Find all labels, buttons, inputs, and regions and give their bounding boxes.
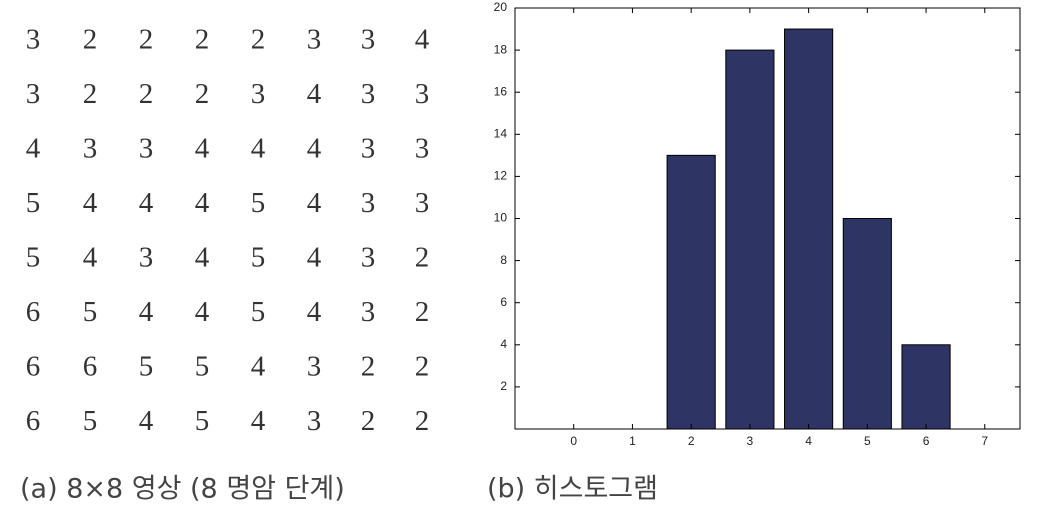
matrix-cell: 4 (195, 242, 210, 274)
matrix-cell: 2 (415, 242, 430, 274)
matrix-cell: 4 (251, 351, 266, 383)
y-tick-label: 6 (500, 295, 507, 309)
matrix-cell: 3 (139, 133, 154, 165)
matrix-cell: 2 (251, 24, 266, 56)
matrix-cell: 5 (195, 351, 210, 383)
matrix-cell: 4 (307, 242, 322, 274)
matrix-cell: 3 (307, 351, 322, 383)
matrix-cell: 6 (83, 351, 98, 383)
matrix-cell: 3 (361, 296, 376, 328)
x-tick-label: 6 (923, 434, 930, 448)
matrix-cell: 5 (139, 351, 154, 383)
matrix-cell: 4 (307, 78, 322, 110)
y-tick-label: 2 (500, 379, 507, 393)
matrix-cell: 3 (307, 405, 322, 437)
x-tick-label: 1 (629, 434, 636, 448)
x-tick-label: 7 (981, 434, 988, 448)
matrix-cell: 2 (361, 405, 376, 437)
matrix-cell: 3 (361, 133, 376, 165)
bar (666, 154, 716, 430)
matrix-cell: 2 (415, 296, 430, 328)
matrix-cell: 4 (307, 296, 322, 328)
matrix-cell: 3 (251, 78, 266, 110)
y-tick-label: 8 (500, 253, 507, 267)
matrix-cell: 3 (361, 187, 376, 219)
bar (725, 49, 775, 430)
matrix-cell: 3 (361, 24, 376, 56)
matrix-cell: 5 (251, 242, 266, 274)
y-tick-label: 10 (494, 211, 508, 225)
x-tick-label: 4 (805, 434, 812, 448)
y-tick-label: 16 (494, 84, 508, 98)
bar (901, 344, 951, 430)
matrix-cell: 4 (83, 242, 98, 274)
matrix-cell: 4 (307, 133, 322, 165)
matrix-cell: 3 (415, 78, 430, 110)
matrix-cell: 5 (26, 242, 41, 274)
y-tick-label: 12 (494, 169, 508, 183)
matrix-caption: (a) 8×8 영상 (8 명암 단계) (20, 474, 345, 505)
y-tick-label: 20 (494, 0, 508, 14)
matrix-cell: 4 (195, 187, 210, 219)
x-tick-label: 3 (747, 434, 754, 448)
matrix-cell: 3 (361, 78, 376, 110)
matrix-cell: 3 (415, 187, 430, 219)
y-tick-label: 18 (494, 42, 508, 56)
matrix-cell: 4 (139, 405, 154, 437)
matrix-cell: 2 (83, 78, 98, 110)
matrix-cell: 5 (83, 296, 98, 328)
matrix-cell: 5 (251, 296, 266, 328)
matrix-cell: 2 (415, 351, 430, 383)
matrix-cell: 4 (139, 187, 154, 219)
matrix-cell: 2 (139, 78, 154, 110)
matrix-cell: 2 (195, 24, 210, 56)
matrix-cell: 6 (26, 296, 41, 328)
matrix-cell: 5 (251, 187, 266, 219)
matrix-cell: 6 (26, 351, 41, 383)
matrix-cell: 3 (415, 133, 430, 165)
matrix-cell: 4 (26, 133, 41, 165)
matrix-cell: 5 (26, 187, 41, 219)
matrix-cell: 6 (26, 405, 41, 437)
matrix-cell: 2 (195, 78, 210, 110)
matrix-cell: 2 (415, 405, 430, 437)
matrix-cell: 3 (83, 133, 98, 165)
matrix-cell: 2 (83, 24, 98, 56)
matrix-cell: 4 (195, 296, 210, 328)
matrix-cell: 2 (361, 351, 376, 383)
x-tick-label: 5 (864, 434, 871, 448)
matrix-cell: 4 (139, 296, 154, 328)
matrix-cell: 2 (139, 24, 154, 56)
matrix-cell: 3 (307, 24, 322, 56)
matrix-cell: 4 (251, 133, 266, 165)
matrix-cell: 5 (195, 405, 210, 437)
matrix-cell: 3 (26, 24, 41, 56)
x-tick-label: 0 (570, 434, 577, 448)
matrix-cell: 5 (83, 405, 98, 437)
matrix-cell: 4 (415, 24, 430, 56)
bar (842, 218, 892, 430)
matrix-cell: 3 (361, 242, 376, 274)
chart-caption: (b) 히스토그램 (487, 474, 658, 505)
y-tick-label: 14 (494, 126, 508, 140)
matrix-cell: 4 (251, 405, 266, 437)
y-tick-label: 4 (500, 337, 507, 351)
matrix-cell: 4 (307, 187, 322, 219)
bar (784, 28, 834, 430)
matrix-cell: 3 (26, 78, 41, 110)
matrix-cell: 3 (139, 242, 154, 274)
matrix-cell: 4 (195, 133, 210, 165)
matrix-cell: 4 (83, 187, 98, 219)
x-tick-label: 2 (688, 434, 695, 448)
